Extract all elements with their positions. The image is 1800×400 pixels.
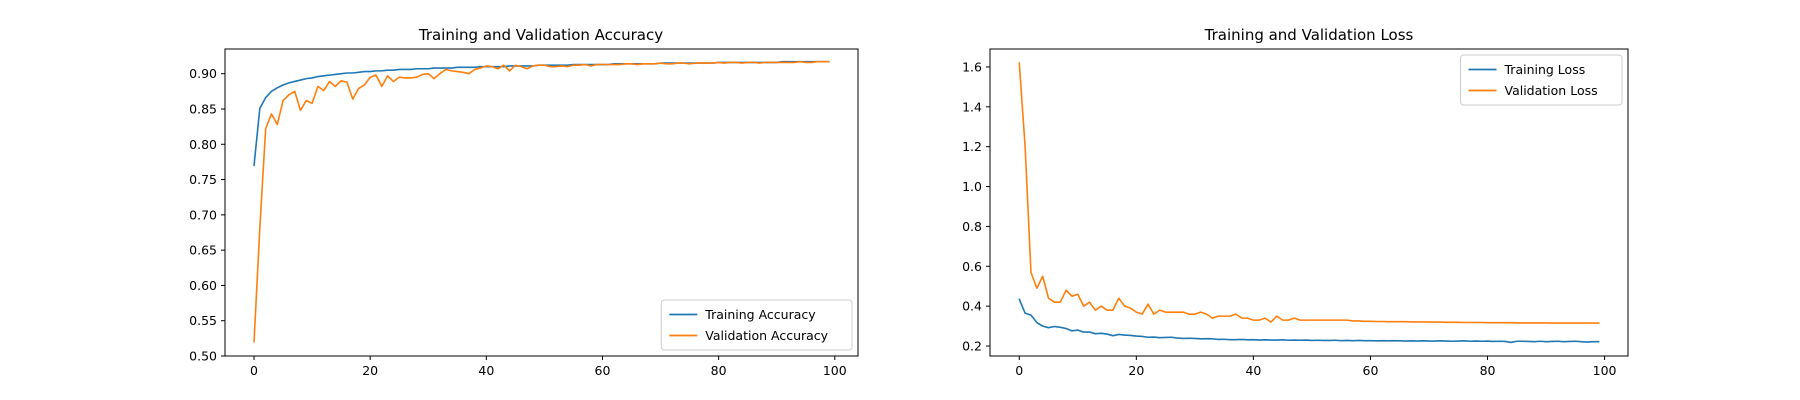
accuracy-xtick-label: 60 xyxy=(595,363,611,378)
loss-ytick-label: 0.6 xyxy=(962,259,982,274)
accuracy-ytick-label: 0.85 xyxy=(189,101,217,116)
loss-xtick-label: 60 xyxy=(1363,363,1379,378)
accuracy-xtick-label: 80 xyxy=(711,363,727,378)
accuracy-xtick-label: 20 xyxy=(362,363,378,378)
loss-legend-label: Training Loss xyxy=(1504,62,1586,77)
accuracy-ytick-label: 0.50 xyxy=(189,349,217,364)
accuracy-xtick-label: 0 xyxy=(250,363,258,378)
loss-chart-title: Training and Validation Loss xyxy=(1204,26,1414,44)
accuracy-ytick-label: 0.90 xyxy=(189,66,217,81)
accuracy-legend-box xyxy=(660,299,853,351)
accuracy-xtick-label: 100 xyxy=(823,363,847,378)
accuracy-xtick-label: 40 xyxy=(478,363,494,378)
loss-xtick-label: 80 xyxy=(1480,363,1496,378)
loss-xtick-label: 40 xyxy=(1245,363,1261,378)
loss-chart-frame xyxy=(989,48,1629,357)
loss-ytick-label: 1.6 xyxy=(962,59,982,74)
accuracy-chart-series xyxy=(253,60,830,343)
loss-xtick-label: 0 xyxy=(1015,363,1023,378)
loss-ytick-label: 0.2 xyxy=(962,339,982,354)
accuracy-chart-legend: Training Accuracy Validation Accuracy xyxy=(660,299,853,351)
loss-chart-series xyxy=(1018,62,1600,344)
loss-ytick-label: 0.8 xyxy=(962,219,982,234)
accuracy-ytick-label: 0.55 xyxy=(189,313,217,328)
loss-chart: Training and Validation Loss 0 20 40 60 80 10… xyxy=(962,26,1629,378)
loss-xtick-label: 100 xyxy=(1593,363,1617,378)
loss-ytick-label: 1.4 xyxy=(962,99,982,114)
loss-series-line-validation xyxy=(1018,62,1600,324)
loss-legend-box xyxy=(1460,54,1623,106)
accuracy-series-line-validation xyxy=(253,60,830,343)
loss-legend-label: Validation Loss xyxy=(1505,83,1598,98)
loss-chart-legend: Training Loss Validation Loss xyxy=(1460,54,1623,106)
accuracy-chart-frame xyxy=(224,48,859,357)
accuracy-chart-ticks: 0 20 40 60 80 100 0.50 0.55 0.60 0.65 0.70 0.75 0.80… xyxy=(189,66,847,378)
loss-ytick-label: 0.4 xyxy=(962,299,982,314)
accuracy-chart-title: Training and Validation Accuracy xyxy=(418,26,663,44)
accuracy-ytick-label: 0.65 xyxy=(189,243,217,258)
accuracy-legend-label: Validation Accuracy xyxy=(705,328,828,343)
accuracy-chart: Training and Validation Accuracy 0 20 40 60… xyxy=(189,26,859,378)
accuracy-ytick-label: 0.75 xyxy=(189,172,217,187)
accuracy-ytick-label: 0.60 xyxy=(189,278,217,293)
loss-xtick-label: 20 xyxy=(1128,363,1144,378)
loss-series-line-training xyxy=(1018,298,1600,344)
loss-ytick-label: 1.0 xyxy=(962,179,982,194)
loss-chart-ticks: 0 20 40 60 80 100 0.2 0.4 0.6 0.8 1.0 1.2 1.4 1.6 xyxy=(962,59,1616,378)
accuracy-legend-label: Training Accuracy xyxy=(704,307,816,322)
loss-ytick-label: 1.2 xyxy=(962,139,982,154)
accuracy-ytick-label: 0.70 xyxy=(189,207,217,222)
accuracy-ytick-label: 0.80 xyxy=(189,137,217,152)
